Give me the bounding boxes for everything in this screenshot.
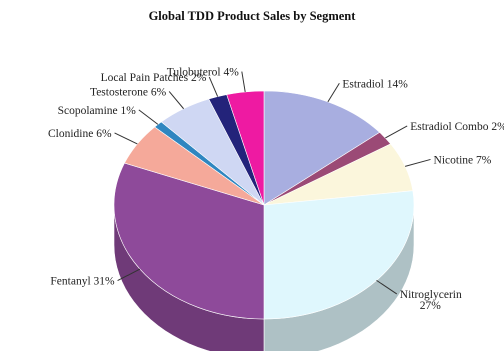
slice-label-nitroglycerin: Nitroglycerin 27% — [400, 289, 462, 312]
slice-label-fentanyl-31: Fentanyl 31% — [50, 276, 115, 288]
pie-slice-estradiol-14 — [263, 90, 381, 206]
slice-label-tulobuterol-4: Tulobuterol 4% — [167, 67, 240, 79]
chart-title: Global TDD Product Sales by Segment — [148, 9, 356, 23]
pie-slice-nitroglycerin — [263, 190, 415, 320]
leader-line-nitroglycerin — [376, 279, 398, 295]
slice-label-testosterone-6: Testosterone 6% — [90, 86, 167, 98]
leader-line-tulobuterol-4 — [241, 71, 246, 92]
slice-label-scopolamine-1: Scopolamine 1% — [58, 105, 137, 117]
slice-label-nicotine-7: Nicotine 7% — [434, 154, 492, 166]
leader-line-estradiol-combo-2 — [385, 125, 408, 139]
leader-line-testosterone-6 — [168, 91, 185, 110]
leader-line-clonidine-6 — [114, 132, 138, 145]
leader-line-fentanyl-31 — [117, 268, 141, 282]
slice-label-clonidine-6: Clonidine 6% — [48, 128, 112, 140]
leader-line-local-pain-patches-2 — [208, 76, 219, 97]
leader-line-estradiol-14 — [327, 83, 340, 103]
pie-slice-fentanyl-31 — [113, 162, 265, 320]
slice-label-estradiol-combo-2: Estradiol Combo 2% — [410, 121, 504, 133]
leader-line-nicotine-7 — [404, 158, 431, 167]
slice-label-local-pain-patches-2: Local Pain Patches 2% — [101, 72, 207, 84]
leader-line-scopolamine-1 — [138, 109, 159, 125]
slice-label-estradiol-14: Estradiol 14% — [342, 78, 408, 90]
